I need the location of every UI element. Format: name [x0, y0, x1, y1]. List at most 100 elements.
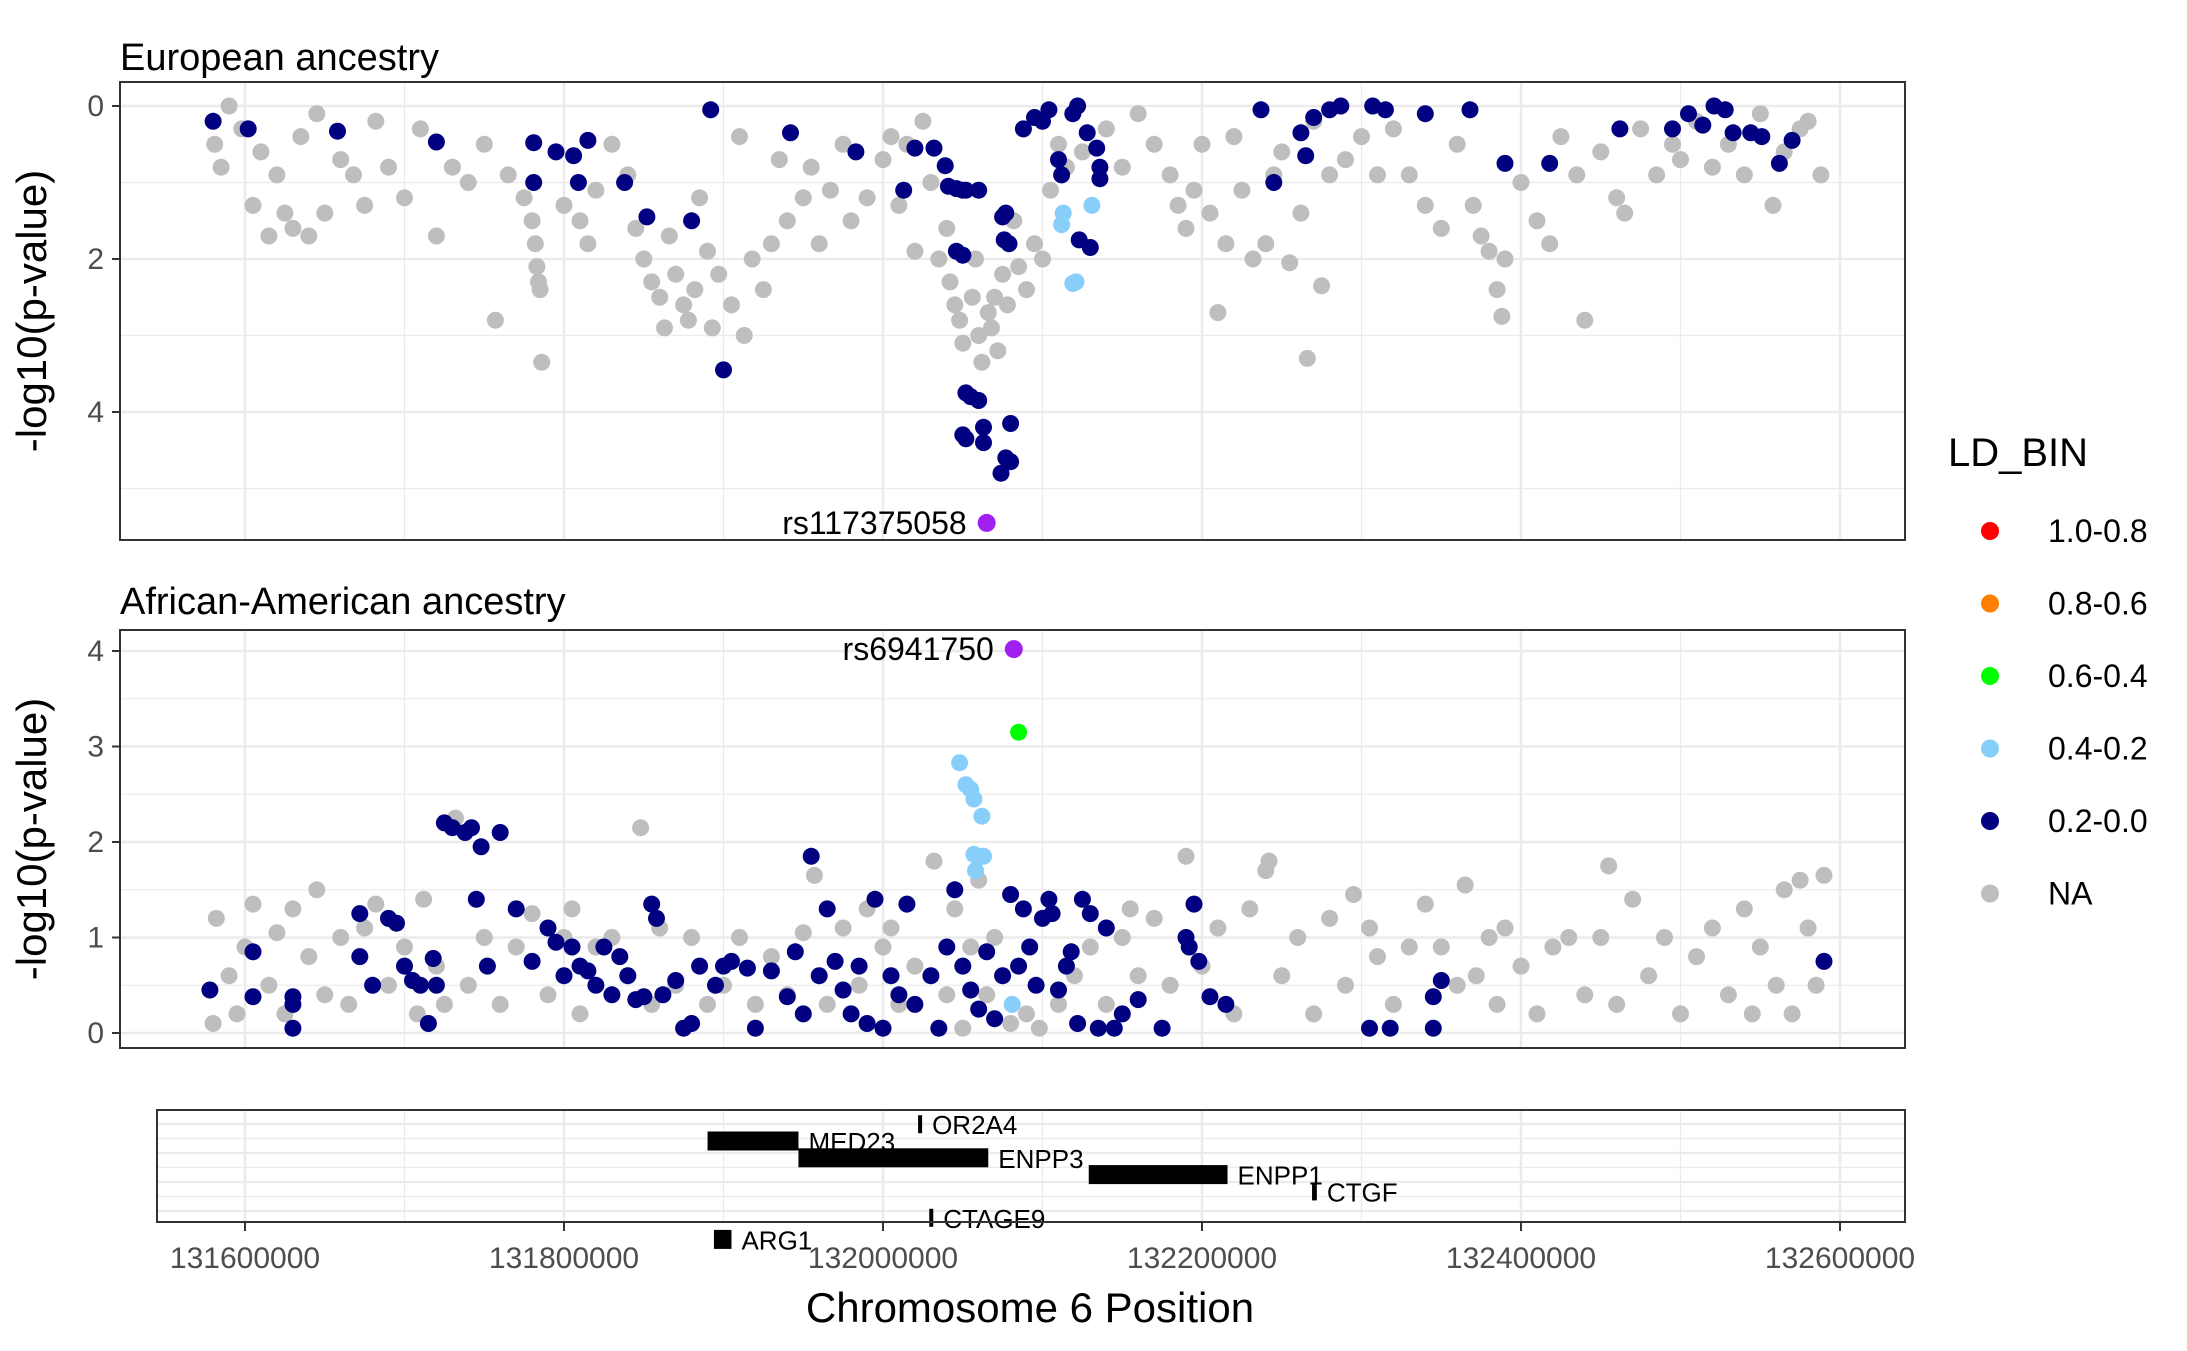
snp-point: [1201, 988, 1219, 1006]
snp-point: [260, 976, 278, 994]
y-tick-label: 3: [87, 731, 104, 764]
lead-snp-label: rs117375058: [782, 505, 966, 541]
snp-point: [1129, 105, 1147, 123]
snp-point: [201, 981, 219, 999]
snp-point: [411, 120, 429, 138]
snp-point: [975, 847, 992, 865]
snp-point: [1541, 154, 1559, 172]
snp-point: [1097, 120, 1115, 138]
snp-point: [1456, 876, 1474, 894]
snp-point: [340, 995, 358, 1013]
x-tick-label: 132600000: [1765, 1242, 1915, 1275]
snp-point: [1361, 1019, 1378, 1037]
x-tick-label: 131600000: [170, 1242, 320, 1275]
snp-point: [957, 430, 975, 448]
snp-point: [1121, 900, 1139, 918]
snp-point: [951, 311, 969, 329]
legend-label: 0.2-0.0: [2048, 803, 2148, 839]
snp-point: [986, 1010, 1004, 1028]
african-american-y-axis-title: -log10(p-value): [8, 698, 55, 980]
snp-point: [805, 866, 823, 884]
snp-point: [1608, 189, 1626, 207]
snp-point: [316, 204, 334, 222]
snp-point: [858, 1015, 876, 1032]
snp-point: [834, 981, 852, 999]
snp-point: [252, 143, 270, 161]
gene-label: ARG1: [741, 1225, 812, 1255]
snp-point: [818, 995, 836, 1013]
snp-point: [1177, 847, 1195, 865]
snp-point: [963, 288, 981, 306]
snp-point: [978, 943, 996, 961]
african-american-y-ticks: 0 1 2 3 4: [87, 635, 120, 1050]
snp-point: [762, 948, 780, 966]
snp-point: [443, 158, 461, 176]
gene-bar: [929, 1208, 934, 1227]
snp-point: [415, 890, 433, 908]
snp-point: [1321, 909, 1339, 927]
snp-point: [770, 151, 788, 169]
european-y-axis-title: -log10(p-value): [8, 170, 55, 452]
gene-track-gridlines: [157, 1110, 1905, 1222]
snp-point: [1753, 128, 1771, 146]
snp-point: [1289, 929, 1307, 946]
snp-point: [699, 242, 716, 260]
y-tick-label: 1: [87, 922, 104, 955]
gene-bar: [707, 1131, 799, 1151]
snp-point: [702, 101, 720, 119]
snp-point: [1337, 976, 1354, 994]
snp-point: [1002, 453, 1020, 471]
snp-point: [914, 112, 932, 130]
snp-point: [1448, 976, 1466, 994]
snp-point: [268, 166, 286, 184]
snp-point: [936, 157, 954, 175]
snp-point: [427, 976, 445, 994]
snp-point: [1688, 948, 1705, 966]
snp-point: [244, 943, 262, 961]
snp-point: [1081, 905, 1099, 923]
snp-point: [1193, 135, 1211, 153]
snp-point: [973, 807, 991, 825]
snp-point: [1000, 235, 1018, 253]
snp-point: [547, 933, 565, 951]
snp-point: [1305, 109, 1323, 126]
african-american-points: rs6941750: [201, 631, 1833, 1037]
snp-point: [1770, 154, 1788, 172]
snp-point: [1069, 1015, 1087, 1032]
snp-point: [683, 1015, 701, 1032]
snp-point: [244, 895, 262, 913]
snp-point: [1097, 919, 1115, 937]
snp-point: [329, 122, 346, 140]
snp-point: [507, 938, 525, 956]
snp-point: [1656, 929, 1673, 946]
snp-point: [1273, 967, 1291, 985]
snp-point: [1528, 212, 1546, 230]
snp-point: [731, 929, 748, 946]
snp-point: [1416, 895, 1434, 913]
snp-point: [1062, 943, 1080, 961]
snp-point: [424, 950, 442, 967]
snp-point: [1313, 277, 1331, 295]
snp-point: [627, 219, 645, 237]
snp-point: [478, 957, 496, 975]
snp-point: [1252, 101, 1270, 119]
snp-point: [308, 881, 326, 899]
snp-point: [922, 174, 940, 191]
snp-point: [858, 189, 876, 207]
snp-point: [1010, 723, 1028, 741]
snp-point: [743, 250, 761, 268]
snp-point: [1353, 128, 1370, 146]
snp-point: [239, 120, 257, 138]
snp-point: [284, 900, 302, 918]
snp-point: [525, 174, 543, 191]
snp-point: [834, 919, 852, 937]
snp-point: [1616, 204, 1634, 222]
snp-point: [1180, 938, 1198, 956]
snp-point: [651, 288, 669, 306]
snp-point: [523, 905, 541, 923]
snp-point: [1097, 995, 1115, 1013]
snp-point: [1743, 1005, 1761, 1023]
snp-point: [351, 948, 369, 966]
snp-point: [962, 938, 980, 956]
